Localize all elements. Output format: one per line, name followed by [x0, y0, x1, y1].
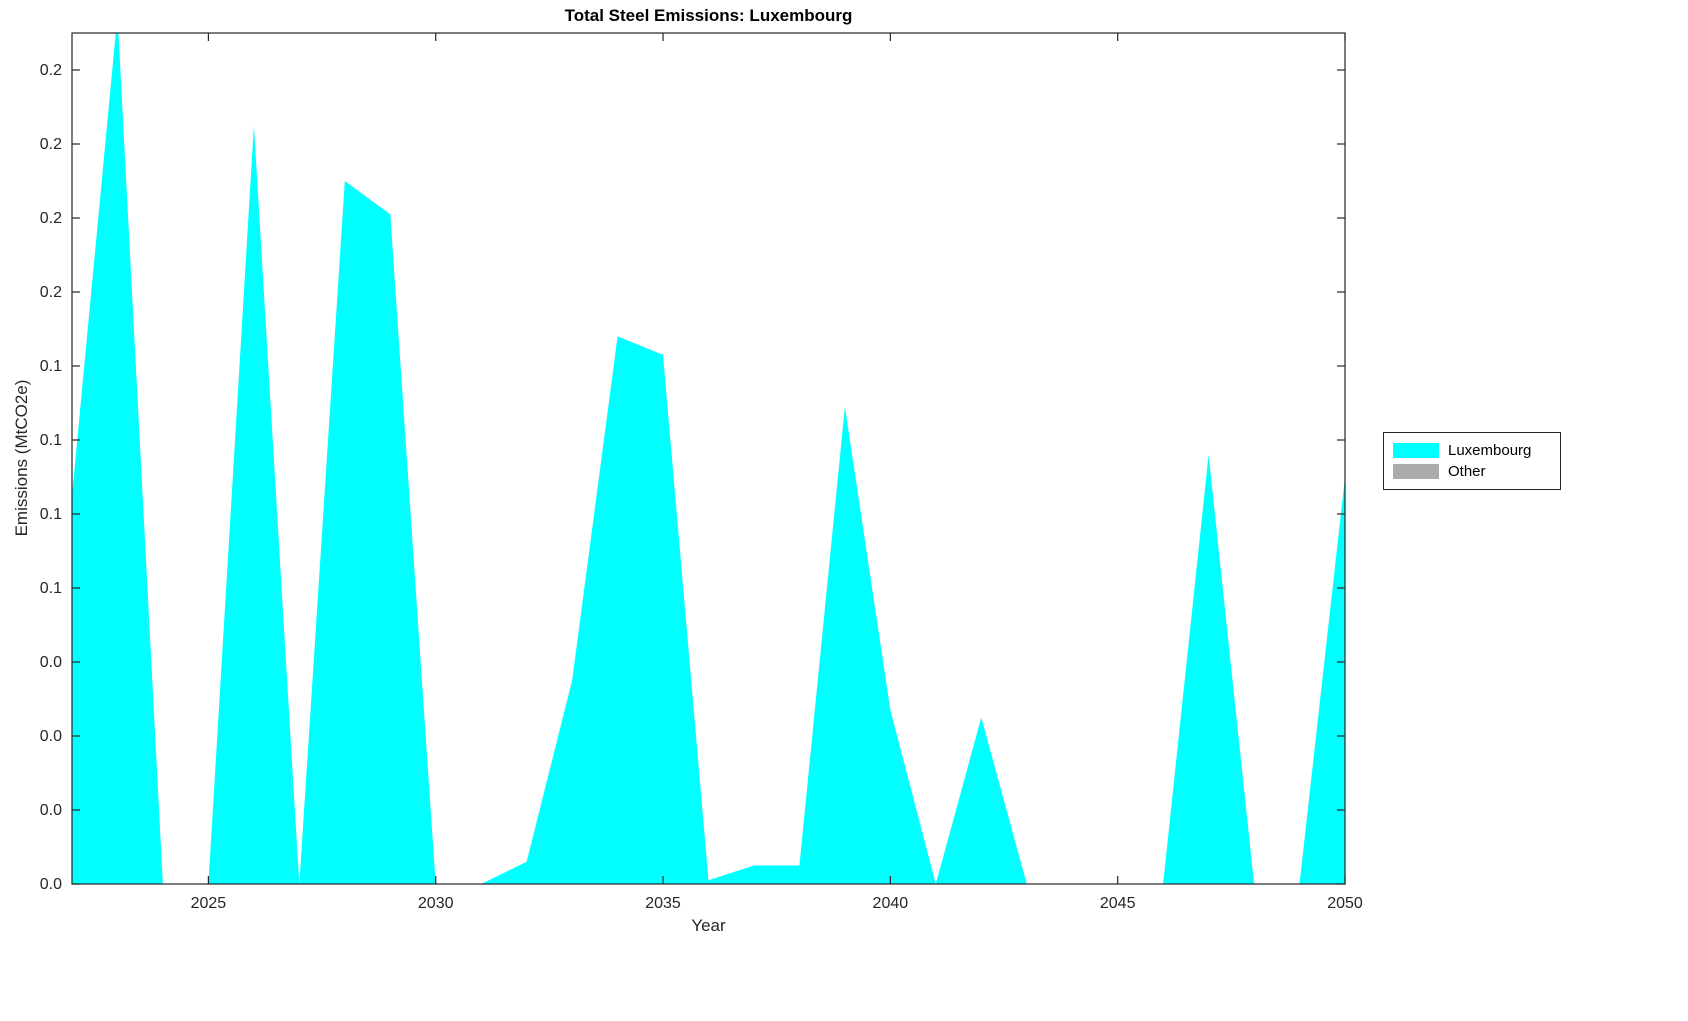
- x-tick-label: 2045: [1100, 895, 1136, 912]
- x-tick-label: 2035: [645, 895, 681, 912]
- legend-entry-luxembourg: Luxembourg: [1393, 440, 1551, 461]
- y-tick-label: 0.1: [40, 506, 62, 523]
- y-tick-label: 0.0: [40, 802, 62, 819]
- y-axis-label: Emissions (MtCO2e): [12, 379, 31, 537]
- y-tick-label: 0.0: [40, 654, 62, 671]
- legend-entry-other: Other: [1393, 461, 1551, 482]
- y-tick-label: 0.2: [40, 62, 62, 79]
- x-axis-label: Year: [691, 916, 726, 935]
- y-tick-label: 0.1: [40, 580, 62, 597]
- y-tick-label: 0.1: [40, 432, 62, 449]
- y-tick-label: 0.1: [40, 358, 62, 375]
- y-tick-label: 0.0: [40, 728, 62, 745]
- legend-swatch-other: [1393, 464, 1439, 479]
- plot-frame: [71, 32, 1346, 885]
- y-tick-label: 0.2: [40, 284, 62, 301]
- x-tick-label: 2030: [418, 895, 454, 912]
- x-tick-label: 2025: [191, 895, 227, 912]
- y-tick-label: 0.2: [40, 210, 62, 227]
- legend-label-luxembourg: Luxembourg: [1448, 442, 1532, 459]
- legend: Luxembourg Other: [1383, 432, 1561, 490]
- legend-swatch-luxembourg: [1393, 443, 1439, 458]
- area-series-luxembourg: [72, 33, 1345, 884]
- y-tick-label: 0.0: [40, 876, 62, 893]
- legend-label-other: Other: [1448, 463, 1486, 480]
- chart-title: Total Steel Emissions: Luxembourg: [564, 6, 853, 25]
- x-tick-label: 2040: [873, 895, 909, 912]
- x-tick-label: 2050: [1327, 895, 1363, 912]
- y-tick-label: 0.2: [40, 136, 62, 153]
